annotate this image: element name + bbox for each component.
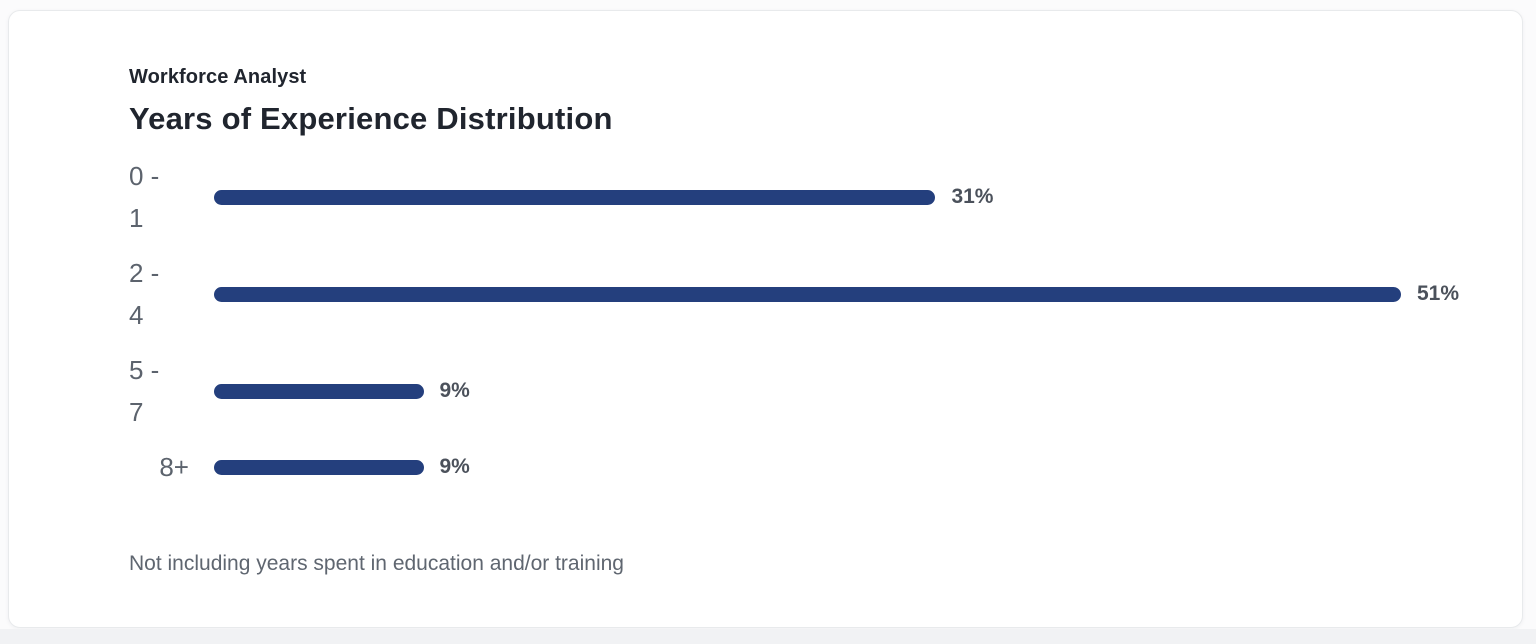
bar — [214, 286, 1401, 302]
category-label: 8+ — [159, 452, 189, 482]
chart-eyebrow: Workforce Analyst — [129, 66, 307, 88]
bar-track: 51% — [214, 282, 1459, 306]
value-label: 9% — [439, 455, 470, 478]
bar-chart: 0 -1 31% 2 -4 51% 5 -7 9% 8+ 9% — [129, 155, 1459, 488]
chart-footnote: Not including years spent in education a… — [129, 552, 624, 575]
bar-track: 9% — [214, 379, 1401, 403]
bar-row: 5 -7 9% — [129, 349, 1447, 433]
bar-row: 8+ 9% — [129, 446, 1447, 488]
bar-track: 31% — [214, 185, 1401, 209]
bar — [214, 383, 424, 399]
page-bottom-strip — [0, 629, 1536, 644]
value-label: 31% — [951, 185, 994, 208]
chart-card: Workforce Analyst Years of Experience Di… — [8, 10, 1523, 628]
category-label: 2 -4 — [129, 258, 160, 330]
value-label: 51% — [1417, 282, 1460, 305]
bar-track: 9% — [214, 455, 1401, 479]
value-label: 9% — [439, 379, 470, 402]
category-label: 0 -1 — [129, 161, 160, 233]
category-label: 5 -7 — [129, 355, 160, 427]
bar — [214, 459, 424, 475]
chart-title: Years of Experience Distribution — [129, 101, 613, 136]
bar — [214, 189, 936, 205]
bar-row: 0 -1 31% — [129, 155, 1447, 239]
bar-row: 2 -4 51% — [129, 252, 1459, 336]
